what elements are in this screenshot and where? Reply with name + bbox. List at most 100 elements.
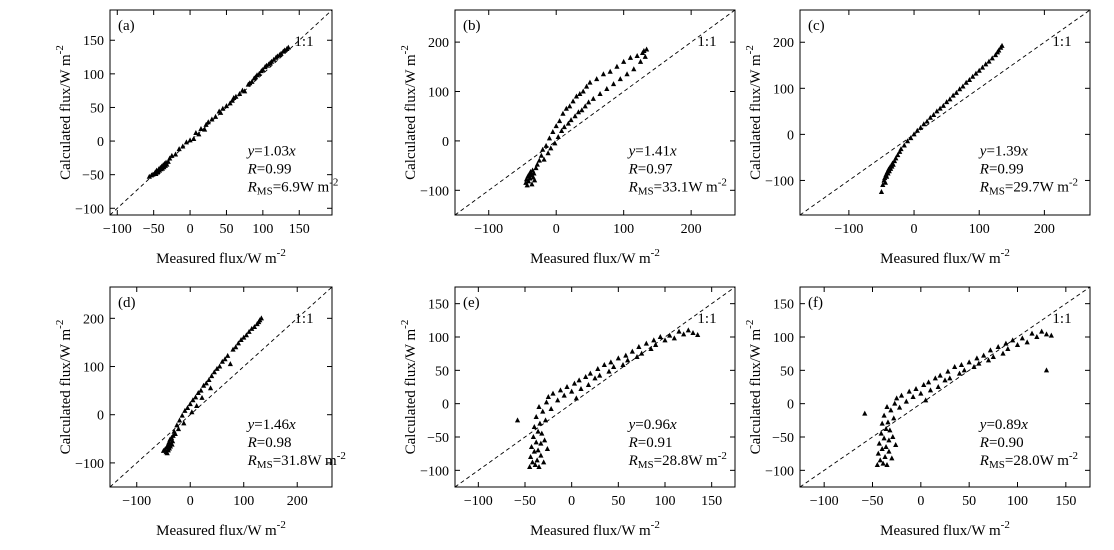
data-point: [1043, 331, 1050, 337]
x-axis-label-text: Measured flux/W m: [880, 251, 1001, 267]
data-point: [198, 387, 204, 393]
data-point: [910, 394, 916, 399]
x-axis-label-text: Measured flux/W m: [156, 523, 277, 539]
data-point: [995, 344, 1001, 349]
data-point: [572, 113, 578, 119]
data-point: [583, 83, 590, 89]
data-point: [921, 121, 927, 127]
y-tick-label: −100: [75, 202, 104, 217]
data-point: [176, 417, 183, 423]
x-axis-label: Measured flux/W m-2: [156, 247, 286, 267]
data-point: [209, 116, 215, 122]
data-point: [891, 158, 898, 164]
data-point: [550, 390, 556, 396]
data-point: [590, 95, 596, 101]
data-point: [223, 103, 230, 109]
data-point: [617, 76, 623, 82]
data-point: [524, 182, 530, 188]
data-point: [536, 157, 542, 163]
data-point: [882, 454, 888, 459]
panel-4: −100 0 100 200 −100 0 100 200 (d) 1:1 y=1.46x R=0.9…: [54, 286, 346, 539]
data-point: [207, 385, 214, 391]
data-point: [545, 394, 551, 399]
panel-label: (f): [808, 295, 823, 311]
data-point: [1003, 340, 1009, 346]
y-tick-label: 150: [428, 298, 449, 313]
x-tick-label: −100: [464, 494, 493, 509]
data-point: [579, 107, 585, 113]
data-point: [556, 118, 563, 124]
data-point: [1005, 346, 1011, 351]
data-point: [238, 337, 244, 343]
one-to-one-line: [454, 286, 736, 488]
data-point: [880, 182, 886, 188]
fit-r-value: =0.98: [257, 435, 292, 451]
data-point: [945, 368, 951, 374]
data-point: [695, 332, 701, 337]
data-point: [578, 386, 584, 391]
data-point: [559, 128, 565, 134]
data-point: [914, 127, 920, 133]
y-tick-label: 100: [428, 86, 449, 101]
data-point: [282, 47, 288, 53]
fit-rms-subscript: MS: [257, 459, 273, 471]
fit-equation: y=1.41x: [627, 144, 677, 160]
data-point: [927, 114, 933, 120]
data-point: [651, 337, 657, 343]
data-point: [887, 427, 893, 433]
data-point: [205, 119, 211, 125]
fit-r: R=0.99: [247, 162, 292, 178]
x-tick-label: 150: [701, 494, 722, 509]
y-axis-label: Calculated flux/W m-2: [399, 45, 419, 180]
x-tick-label: 0: [553, 222, 560, 237]
fit-rms-symbol: R: [979, 453, 989, 469]
fit-eq-slope: =0.96: [635, 417, 670, 433]
data-point: [543, 399, 550, 405]
fit-r-value: =0.99: [989, 162, 1024, 178]
data-point: [195, 390, 201, 396]
y-axis-label-text: Calculated flux/W m: [58, 328, 74, 454]
data-point: [881, 435, 887, 441]
x-axis-label-exponent: -2: [1001, 519, 1010, 531]
data-point: [629, 348, 635, 354]
fit-r: R=0.99: [979, 162, 1024, 178]
data-point: [625, 357, 631, 363]
data-point: [198, 125, 204, 131]
x-tick-label: −50: [514, 494, 536, 509]
x-tick-label: 200: [287, 494, 308, 509]
data-point: [890, 434, 896, 439]
data-point: [880, 460, 886, 466]
fit-eq-slope: =1.39: [986, 144, 1021, 160]
data-point: [274, 53, 281, 59]
x-tick-label: 100: [613, 222, 634, 237]
data-point: [637, 58, 644, 64]
data-point: [542, 437, 548, 443]
data-point: [203, 380, 209, 386]
data-point: [531, 170, 537, 176]
data-point: [538, 452, 544, 458]
fit-rms-value: =28.8W m: [654, 453, 718, 469]
x-axis-label-text: Measured flux/W m: [156, 251, 277, 267]
fit-r-symbol: R: [247, 435, 257, 451]
data-point: [979, 64, 986, 70]
fit-rms-subscript: MS: [989, 186, 1005, 198]
fit-rms-subscript: MS: [257, 186, 273, 198]
data-point: [911, 131, 917, 137]
data-point: [225, 352, 231, 358]
fit-r: R=0.91: [628, 435, 673, 451]
data-point: [235, 340, 241, 346]
data-point: [538, 152, 544, 158]
fit-eq-x: x: [669, 417, 677, 433]
x-axis-label: Measured flux/W m-2: [880, 247, 1010, 267]
data-point: [875, 450, 881, 456]
y-tick-label: −100: [765, 464, 794, 479]
panel-label: (a): [118, 18, 135, 34]
plot-frame: [454, 9, 736, 216]
y-tick-label: 0: [97, 135, 104, 150]
y-axis-label-text: Calculated flux/W m: [58, 54, 74, 180]
data-point: [937, 372, 943, 378]
fit-rms-exponent: -2: [1069, 450, 1078, 462]
fit-r: R=0.97: [628, 162, 673, 178]
data-point: [963, 79, 969, 85]
